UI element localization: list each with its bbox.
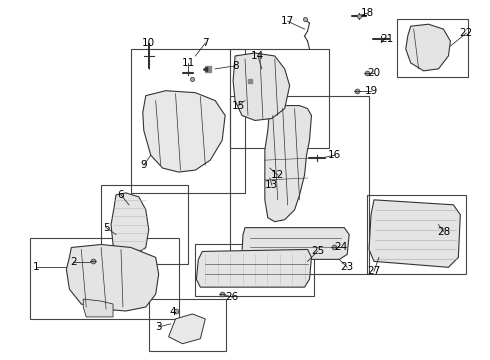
Text: 1: 1 [33,262,40,272]
Polygon shape [242,228,349,260]
Polygon shape [66,244,159,311]
Bar [230,96,369,274]
Text: 22: 22 [460,28,473,38]
Text: 13: 13 [265,180,278,190]
Text: 25: 25 [311,247,324,256]
Polygon shape [233,53,290,121]
Text: 2: 2 [70,257,76,267]
Text: 20: 20 [368,68,381,78]
Text: 26: 26 [225,292,239,302]
Polygon shape [265,105,312,222]
Text: 24: 24 [335,243,348,252]
Polygon shape [169,314,205,344]
Text: 3: 3 [155,322,162,332]
Bar [131,49,245,193]
Text: 7: 7 [202,38,209,48]
Text: 5: 5 [103,222,109,233]
Text: 18: 18 [361,8,374,18]
Polygon shape [369,200,460,267]
Text: 12: 12 [271,170,284,180]
Bar [397,19,468,77]
Bar [149,299,226,351]
Polygon shape [111,193,149,255]
Text: 11: 11 [182,58,195,68]
Bar [30,238,178,319]
Polygon shape [143,91,225,172]
Text: 16: 16 [328,150,341,160]
Bar [101,185,189,264]
Bar [230,49,329,148]
Polygon shape [196,249,312,287]
Polygon shape [83,299,113,317]
Text: 6: 6 [118,190,124,200]
Text: 28: 28 [437,226,450,237]
Text: 8: 8 [232,61,239,71]
Text: 9: 9 [141,160,147,170]
Text: 21: 21 [380,34,393,44]
Text: 27: 27 [368,266,381,276]
Text: 15: 15 [231,100,245,111]
Polygon shape [406,24,450,71]
Text: 19: 19 [365,86,378,96]
Text: 14: 14 [251,51,265,61]
Text: 23: 23 [341,262,354,272]
Text: 17: 17 [281,16,294,26]
Text: 10: 10 [142,38,155,48]
Bar [196,244,315,296]
Bar [367,195,466,274]
Text: 4: 4 [169,307,176,317]
